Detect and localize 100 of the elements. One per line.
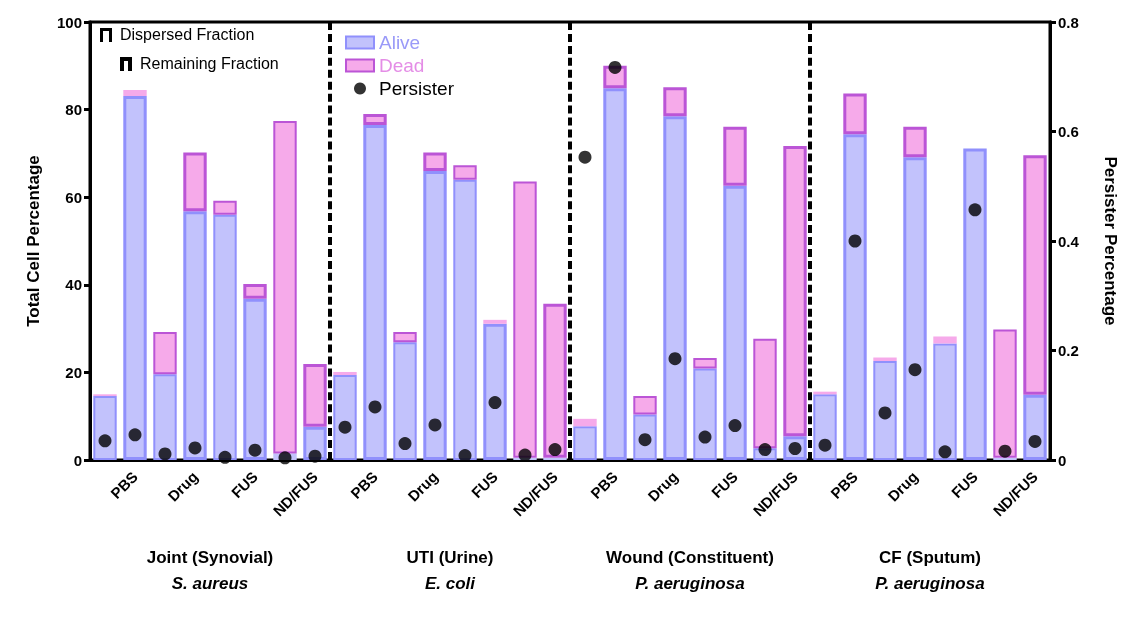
bar: [903, 126, 927, 158]
point: [548, 443, 562, 457]
bar: [693, 357, 717, 369]
text: P. aeruginosa: [634, 573, 746, 595]
bar: [663, 87, 687, 117]
point: [158, 447, 172, 461]
bar: [873, 361, 897, 460]
point: [848, 234, 862, 248]
bar: [843, 93, 867, 135]
y-tick-label: 60: [65, 188, 82, 206]
annotation: Remaining Fraction: [140, 55, 279, 73]
bar: [543, 457, 567, 460]
bar: [993, 329, 1017, 458]
point: [488, 396, 502, 410]
legend-label: Persister: [379, 78, 455, 99]
point: [998, 444, 1012, 458]
y2-tick-label: 0.4: [1058, 232, 1080, 250]
y2-tick-label: 0.6: [1058, 123, 1079, 140]
bar: [123, 96, 147, 460]
bar: [363, 124, 387, 460]
text: Wound (Constituent): [606, 547, 774, 569]
bar: [963, 148, 987, 460]
bar: [393, 332, 417, 343]
point: [608, 60, 622, 74]
bar: [213, 214, 237, 460]
point: [1028, 434, 1042, 448]
bar: [933, 343, 957, 460]
bar: [363, 113, 387, 125]
bar: [993, 457, 1017, 460]
y-tick-label: 0: [73, 451, 82, 469]
point: [248, 443, 262, 457]
bar: [423, 152, 447, 171]
bar: [183, 211, 207, 460]
text: P. aeruginosa: [875, 573, 985, 595]
point: [728, 419, 742, 432]
bar: [183, 152, 207, 212]
point: [368, 400, 382, 414]
point: [968, 203, 982, 217]
bar: [513, 181, 537, 458]
point: [578, 150, 592, 164]
y-axis-title: Total Cell Percentage: [24, 155, 43, 327]
y-tick-label: 40: [65, 276, 82, 294]
bar: [843, 134, 867, 460]
bar: [93, 396, 117, 460]
bar: [663, 116, 687, 460]
bar: [243, 298, 267, 460]
bar: [393, 342, 417, 460]
point: [398, 437, 412, 451]
point: [338, 420, 352, 434]
bar: [633, 396, 657, 415]
point: [218, 450, 232, 464]
bar: [453, 179, 477, 460]
bar: [723, 126, 747, 186]
annotation: Dispersed Fraction: [120, 26, 255, 44]
point: [308, 449, 322, 463]
bar: [153, 332, 177, 375]
point: [128, 428, 142, 442]
bar: [333, 371, 357, 376]
bar: [483, 323, 507, 460]
bar: [273, 120, 297, 454]
bar: [603, 88, 627, 460]
point: [698, 430, 712, 444]
y2-axis-title: Persister Percentage: [1101, 156, 1120, 326]
bar: [723, 185, 747, 460]
bar: [693, 368, 717, 460]
bar: [303, 364, 327, 427]
text: CF (Sputum): [878, 547, 982, 569]
point: [98, 434, 112, 448]
point: [758, 443, 772, 457]
bar: [483, 319, 507, 324]
bar: [153, 374, 177, 460]
point: [878, 406, 892, 420]
point: [428, 418, 442, 432]
text: Joint (Synovial): [146, 547, 274, 569]
point: [278, 451, 292, 465]
y-tick-label: 20: [65, 363, 82, 381]
bar: [573, 426, 597, 460]
text: S. aureus: [170, 573, 250, 595]
point: [668, 352, 682, 366]
point: [188, 441, 202, 455]
bar: [243, 283, 267, 299]
point: [938, 445, 952, 459]
legend-label: Alive: [379, 32, 421, 53]
bar: [933, 336, 957, 344]
text: E. coli: [423, 573, 477, 595]
point: [908, 363, 922, 377]
bar: [1023, 155, 1047, 395]
y-tick-label: 80: [65, 101, 82, 119]
bar: [333, 375, 357, 460]
bar: [453, 165, 477, 180]
y2-tick-label: 0.8: [1058, 13, 1079, 31]
point: [518, 448, 532, 462]
bar: [423, 170, 447, 460]
text: UTI (Urine): [406, 547, 494, 569]
bar: [903, 157, 927, 460]
y-tick-label: 100: [56, 13, 82, 31]
y2-tick-label: 0.2: [1058, 342, 1079, 359]
bar: [123, 89, 147, 97]
point: [818, 438, 832, 452]
bar: [753, 338, 777, 449]
